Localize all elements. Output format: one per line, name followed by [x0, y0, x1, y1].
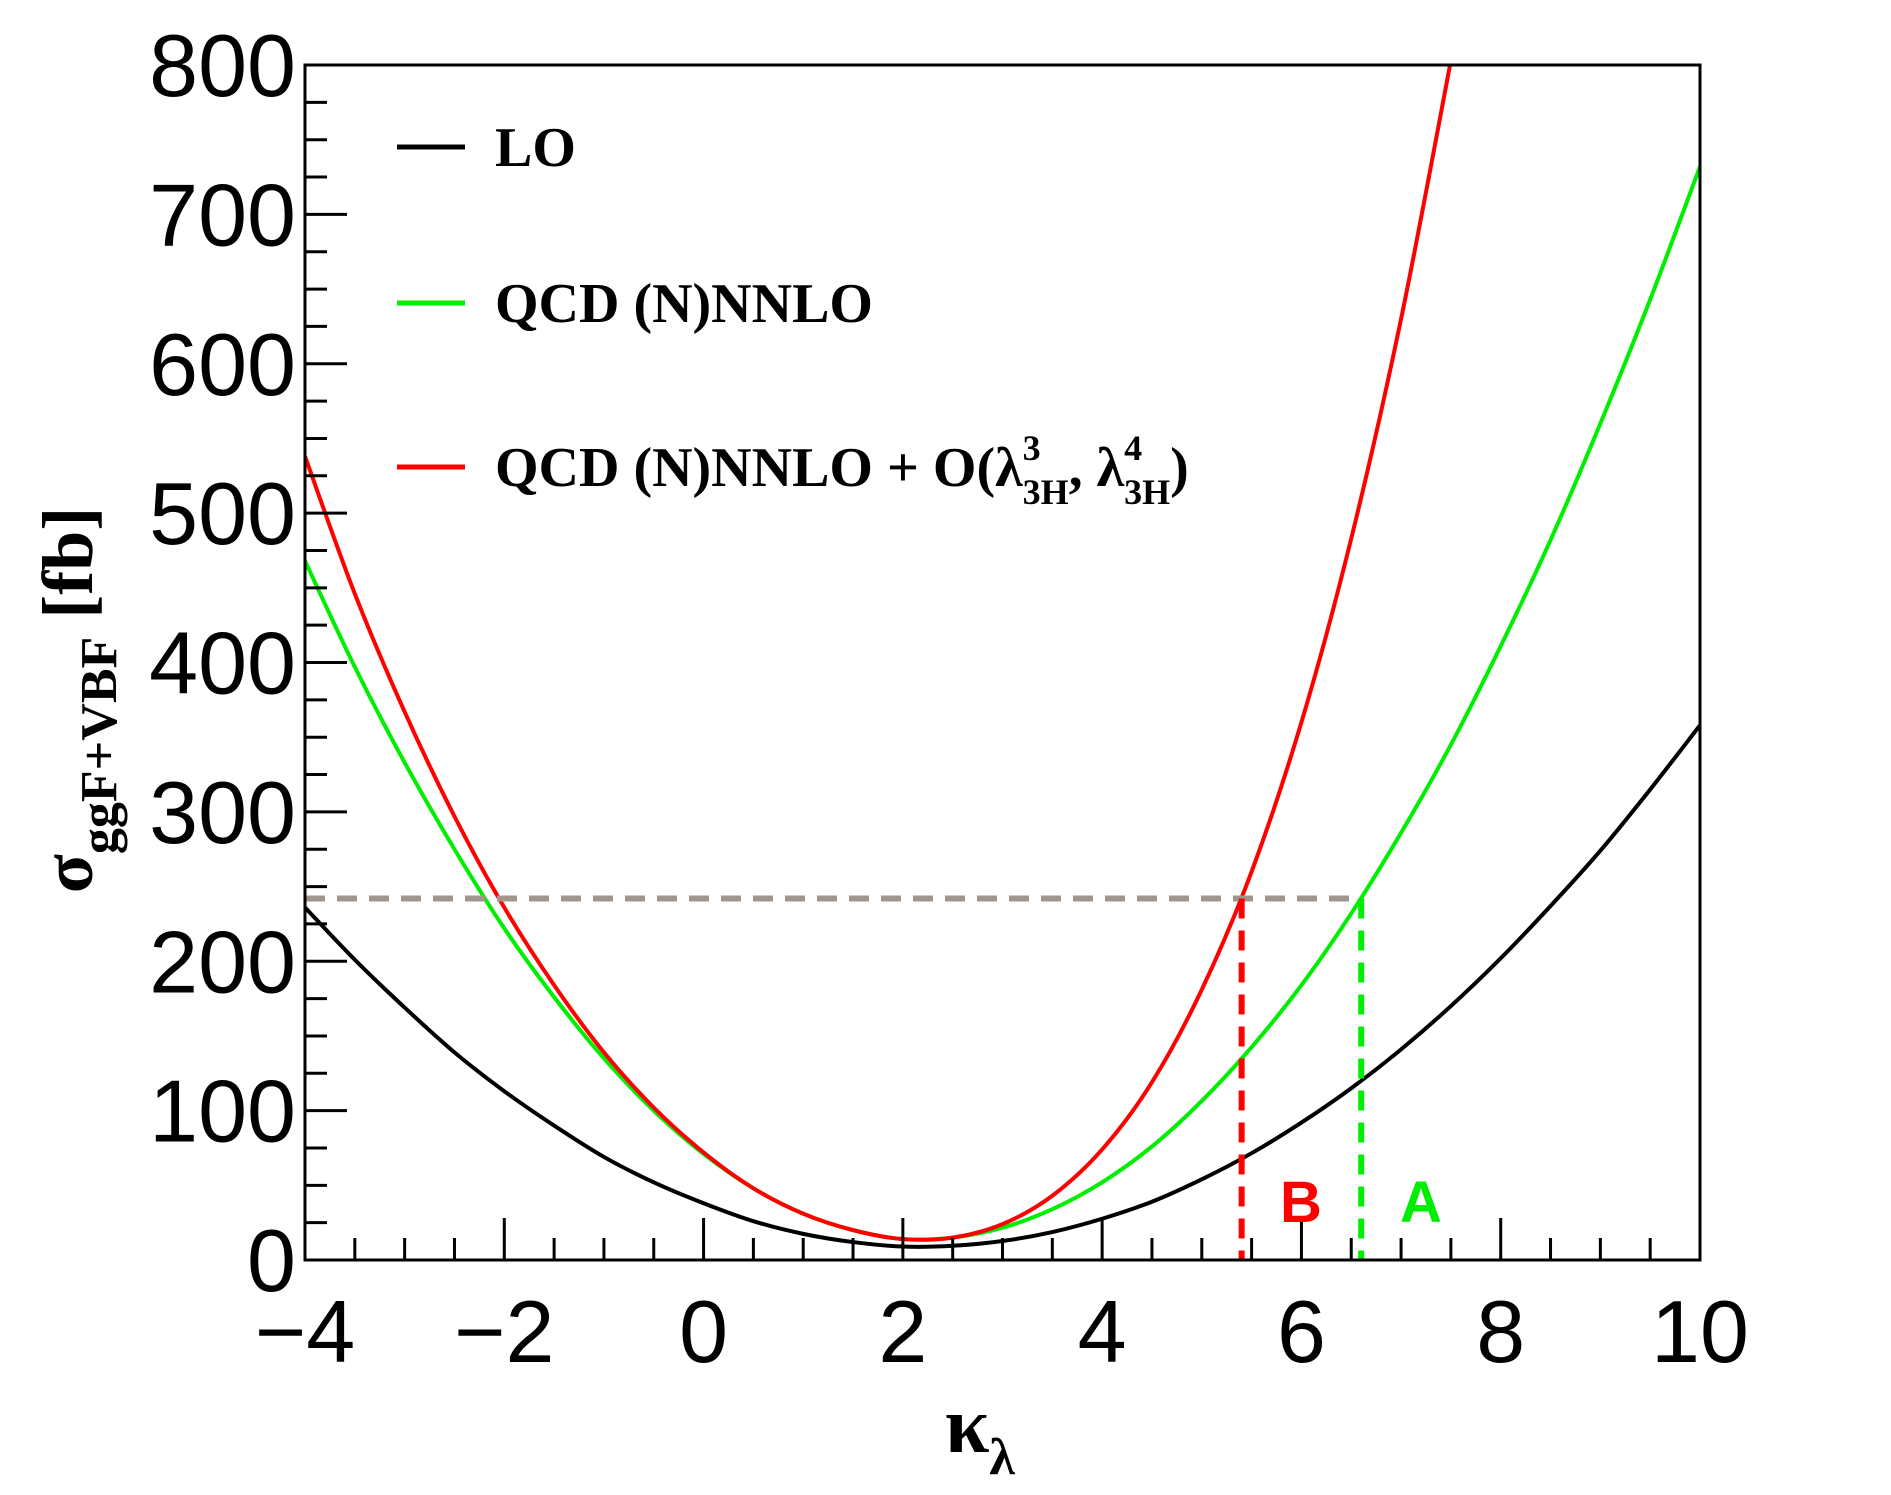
x-tick-label: 2: [878, 1282, 927, 1381]
x-axis-title: κλ: [945, 1382, 1015, 1486]
y-tick-label: 100: [149, 1062, 296, 1161]
reference-lines: [305, 895, 1365, 1260]
series-line-1: [305, 165, 1700, 1242]
x-tick-label: 6: [1277, 1282, 1326, 1381]
marker-label-a: A: [1400, 1170, 1442, 1235]
series-line-0: [305, 724, 1700, 1249]
curves: [305, 65, 1700, 1249]
x-tick-label: −4: [255, 1282, 355, 1381]
y-tick-label: 200: [149, 912, 296, 1011]
y-tick-label: 700: [149, 165, 296, 264]
y-tick-label: 400: [149, 614, 296, 713]
y-tick-label: 600: [149, 315, 296, 414]
series-line-2: [305, 65, 1453, 1242]
legend-label-nnlo: QCD (N)NNLO: [495, 273, 873, 335]
x-tick-label: 8: [1476, 1282, 1525, 1381]
x-tick-label: −2: [454, 1282, 554, 1381]
axis-ticks: [303, 63, 1702, 1262]
y-tick-labels: 0 100 200 300 400 500 600 700 800: [149, 16, 296, 1310]
legend: LO QCD (N)NNLO QCD (N)NNLO + O(λ3 3H, λ4 3…: [397, 117, 1189, 512]
y-tick-label: 800: [149, 16, 296, 115]
y-tick-label: 300: [149, 763, 296, 862]
x-tick-label: 4: [1078, 1282, 1127, 1381]
x-tick-labels: −4 −2 0 2 4 6 8 10: [255, 1282, 1749, 1381]
y-axis-title: σggF+VBF[fb]: [28, 507, 128, 894]
legend-label-lo: LO: [495, 117, 576, 179]
x-tick-label: 10: [1651, 1282, 1749, 1381]
marker-label-b: B: [1280, 1170, 1322, 1235]
legend-label-nnlo-lambda: QCD (N)NNLO + O(λ3 3H, λ4 3H): [495, 428, 1189, 512]
y-tick-label: 500: [149, 464, 296, 563]
y-tick-label: 0: [247, 1211, 296, 1310]
x-tick-label: 0: [679, 1282, 728, 1381]
